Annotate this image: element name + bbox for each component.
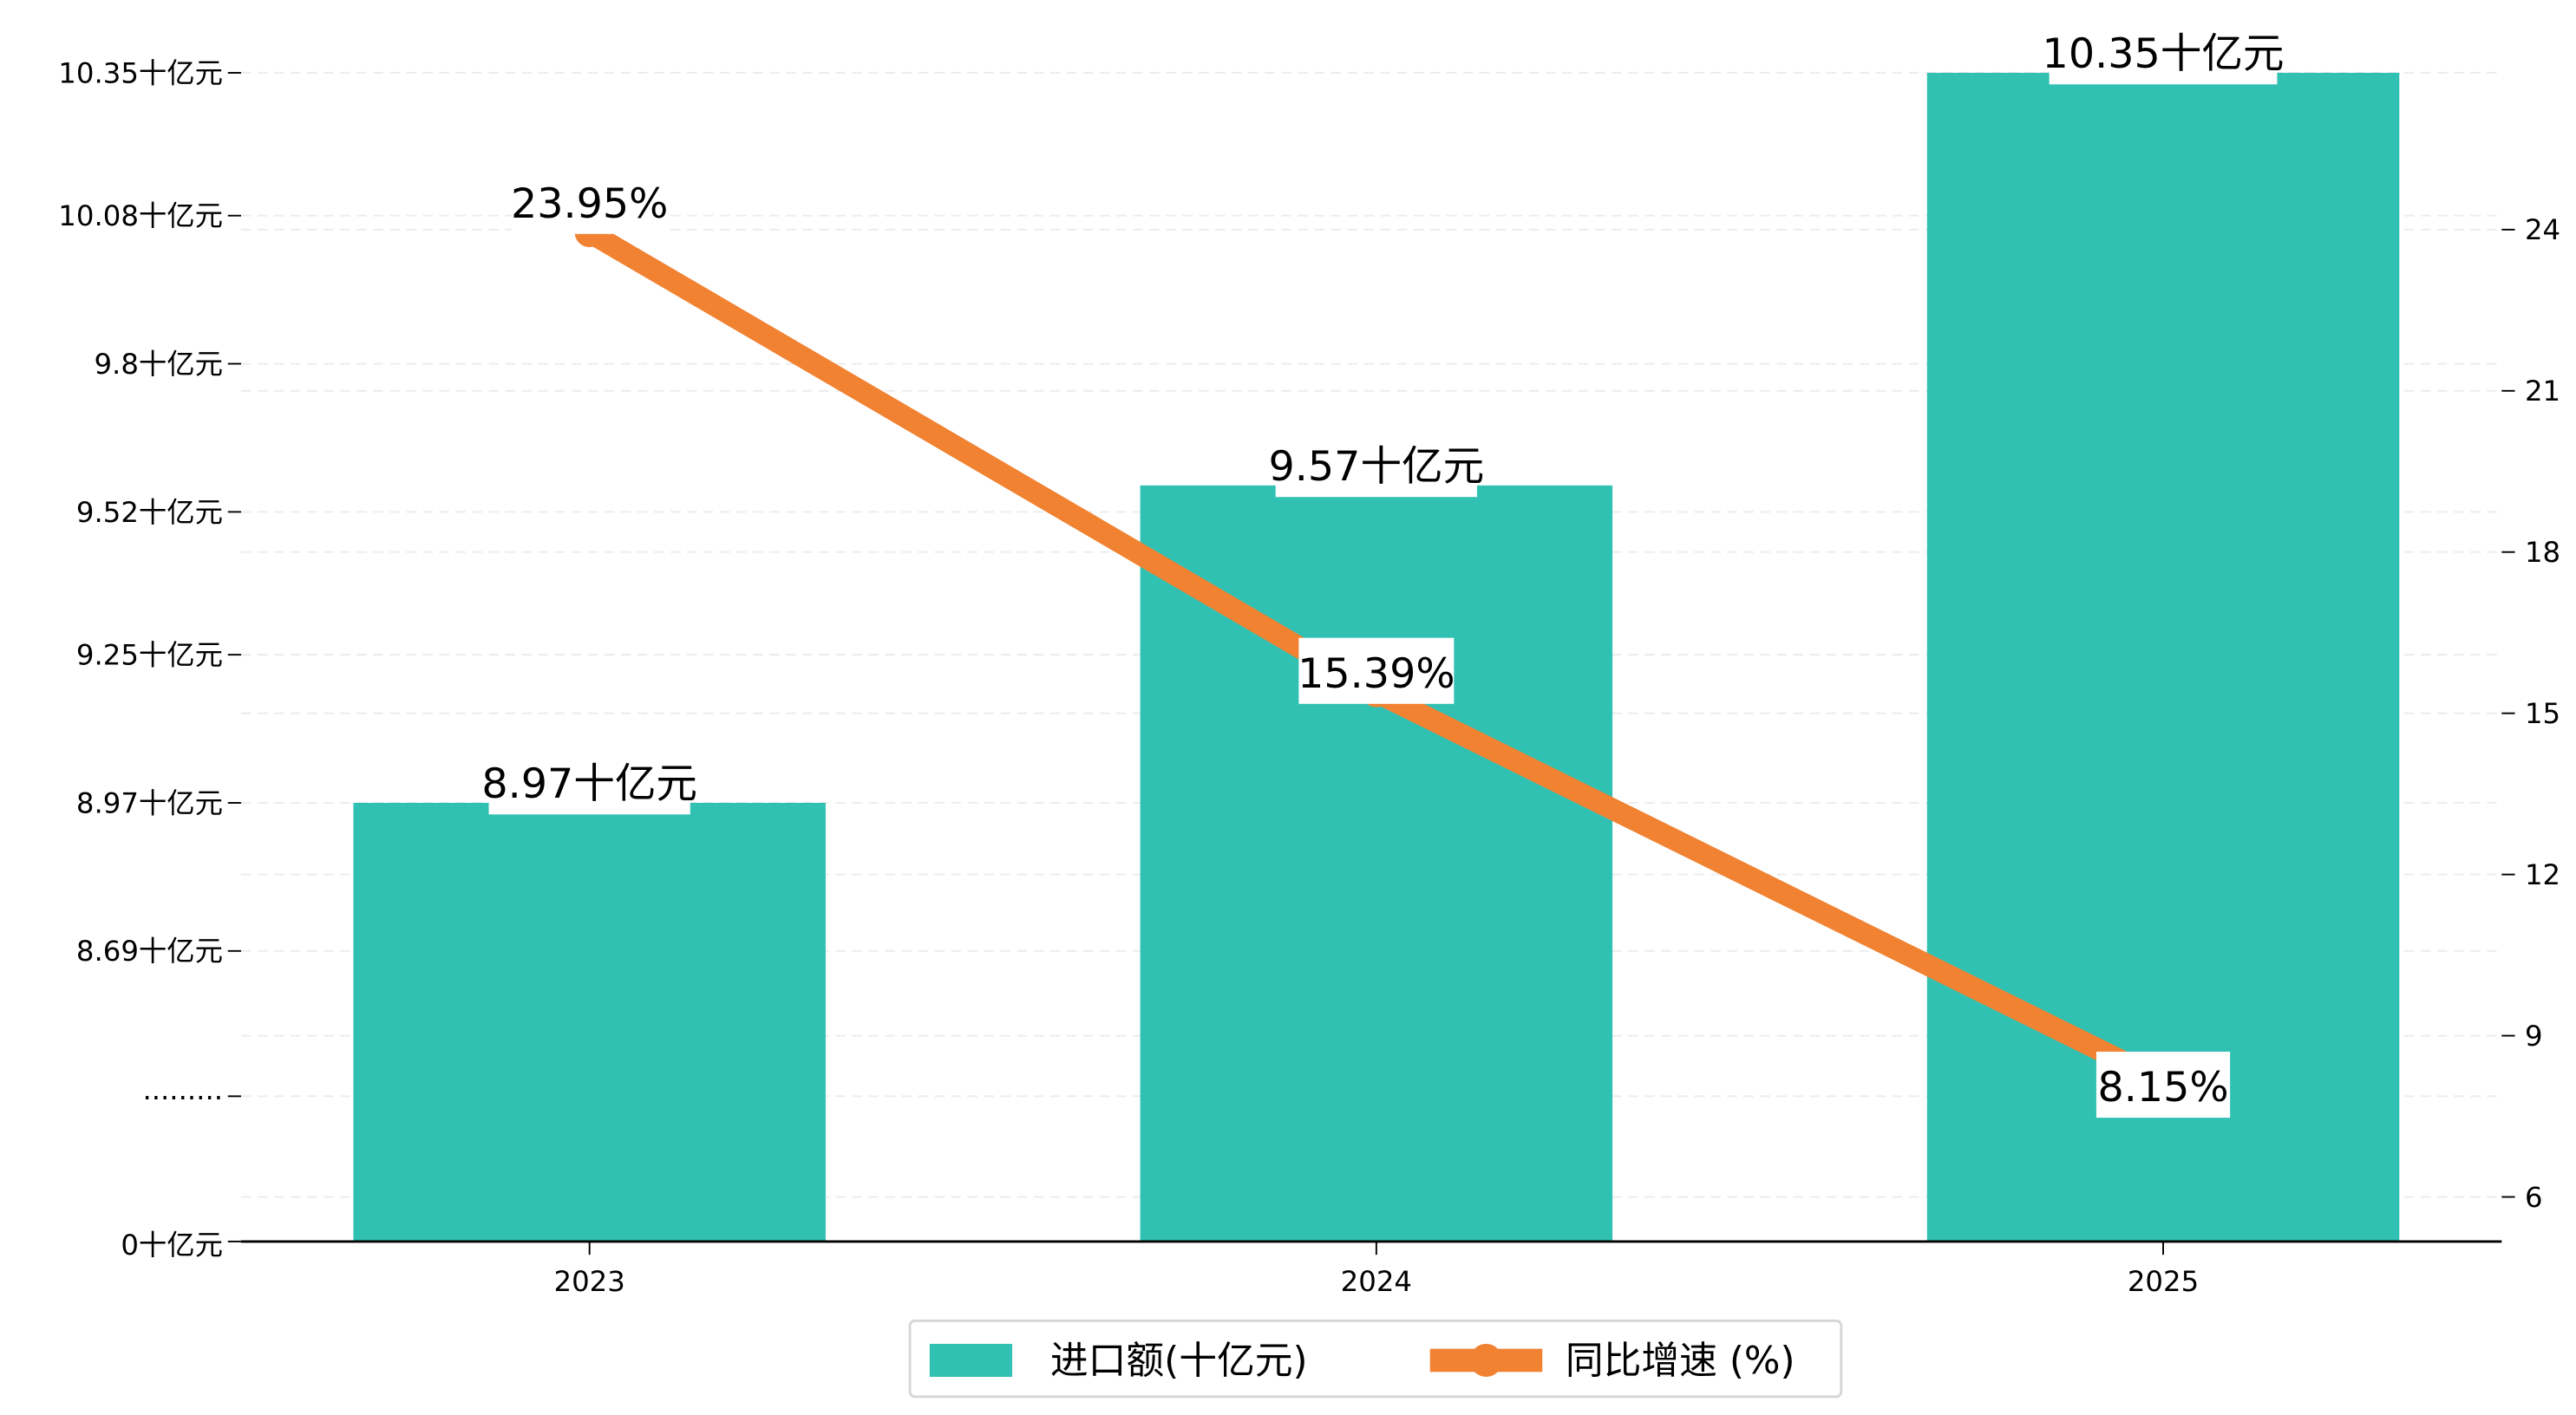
growth-value-label-bg bbox=[2095, 1051, 2231, 1118]
bars bbox=[353, 72, 2400, 1242]
bar-value-label-bg bbox=[1275, 431, 1477, 498]
right-tick-label: 6 bbox=[2525, 1181, 2543, 1214]
growth-value-label-bg bbox=[512, 167, 668, 234]
left-tick-label: 8.97十亿元 bbox=[76, 786, 223, 819]
bar-value-label-bg bbox=[488, 748, 690, 815]
legend-bar-swatch bbox=[929, 1343, 1013, 1378]
bar-value-label: 9.57十亿元 bbox=[1269, 443, 1485, 491]
left-tick-label: 10.35十亿元 bbox=[58, 56, 223, 89]
left-tick-label: 9.52十亿元 bbox=[76, 496, 223, 529]
x-tick-label: 2023 bbox=[553, 1265, 624, 1298]
growth-value-label: 23.95% bbox=[511, 180, 668, 228]
bar-2025 bbox=[1926, 72, 2400, 1242]
bar-value-label: 8.97十亿元 bbox=[481, 760, 697, 808]
growth-value-label: 8.15% bbox=[2097, 1064, 2228, 1112]
legend-bar-label: 进口额(十亿元) bbox=[1050, 1339, 1308, 1383]
left-tick-label-zero: 0十亿元 bbox=[121, 1229, 223, 1262]
right-tick-label: 21 bbox=[2525, 375, 2560, 408]
right-tick-label: 12 bbox=[2525, 858, 2560, 891]
right-tick-label: 18 bbox=[2525, 536, 2560, 569]
right-tick-label: 9 bbox=[2525, 1020, 2543, 1053]
left-tick-label: 9.8十亿元 bbox=[94, 348, 223, 381]
bar-value-label-bg bbox=[2049, 18, 2278, 85]
data-labels: 8.97十亿元 9.57十亿元 10.35十亿元 23.95% 15.39% 8.15% bbox=[481, 18, 2285, 1118]
left-tick-label: 10.08十亿元 bbox=[58, 199, 223, 232]
left-tick-label: 8.69十亿元 bbox=[76, 935, 223, 968]
legend-box bbox=[908, 1319, 1843, 1399]
left-tick-label: 9.25十亿元 bbox=[76, 639, 223, 672]
bar-2023 bbox=[353, 802, 826, 1242]
legend: 进口额(十亿元) 同比增速 (%) bbox=[908, 1319, 1843, 1399]
right-tick-label: 24 bbox=[2525, 213, 2560, 246]
legend-line-label: 同比增速 (%) bbox=[1566, 1339, 1795, 1383]
left-tick-label-break: ......... bbox=[142, 1073, 223, 1106]
x-tick-label: 2024 bbox=[1341, 1265, 1412, 1298]
growth-value-label-bg bbox=[1298, 637, 1455, 704]
right-tick-label: 15 bbox=[2525, 697, 2560, 730]
axes: 10.35十亿元 10.08十亿元 9.8十亿元 9.52十亿元 9.25十亿元 8.97… bbox=[58, 56, 2560, 1298]
bar-value-label: 10.35十亿元 bbox=[2043, 30, 2285, 78]
x-tick-label: 2025 bbox=[2128, 1265, 2199, 1298]
growth-value-label: 15.39% bbox=[1298, 650, 1455, 698]
legend-line-marker bbox=[1469, 1343, 1503, 1378]
